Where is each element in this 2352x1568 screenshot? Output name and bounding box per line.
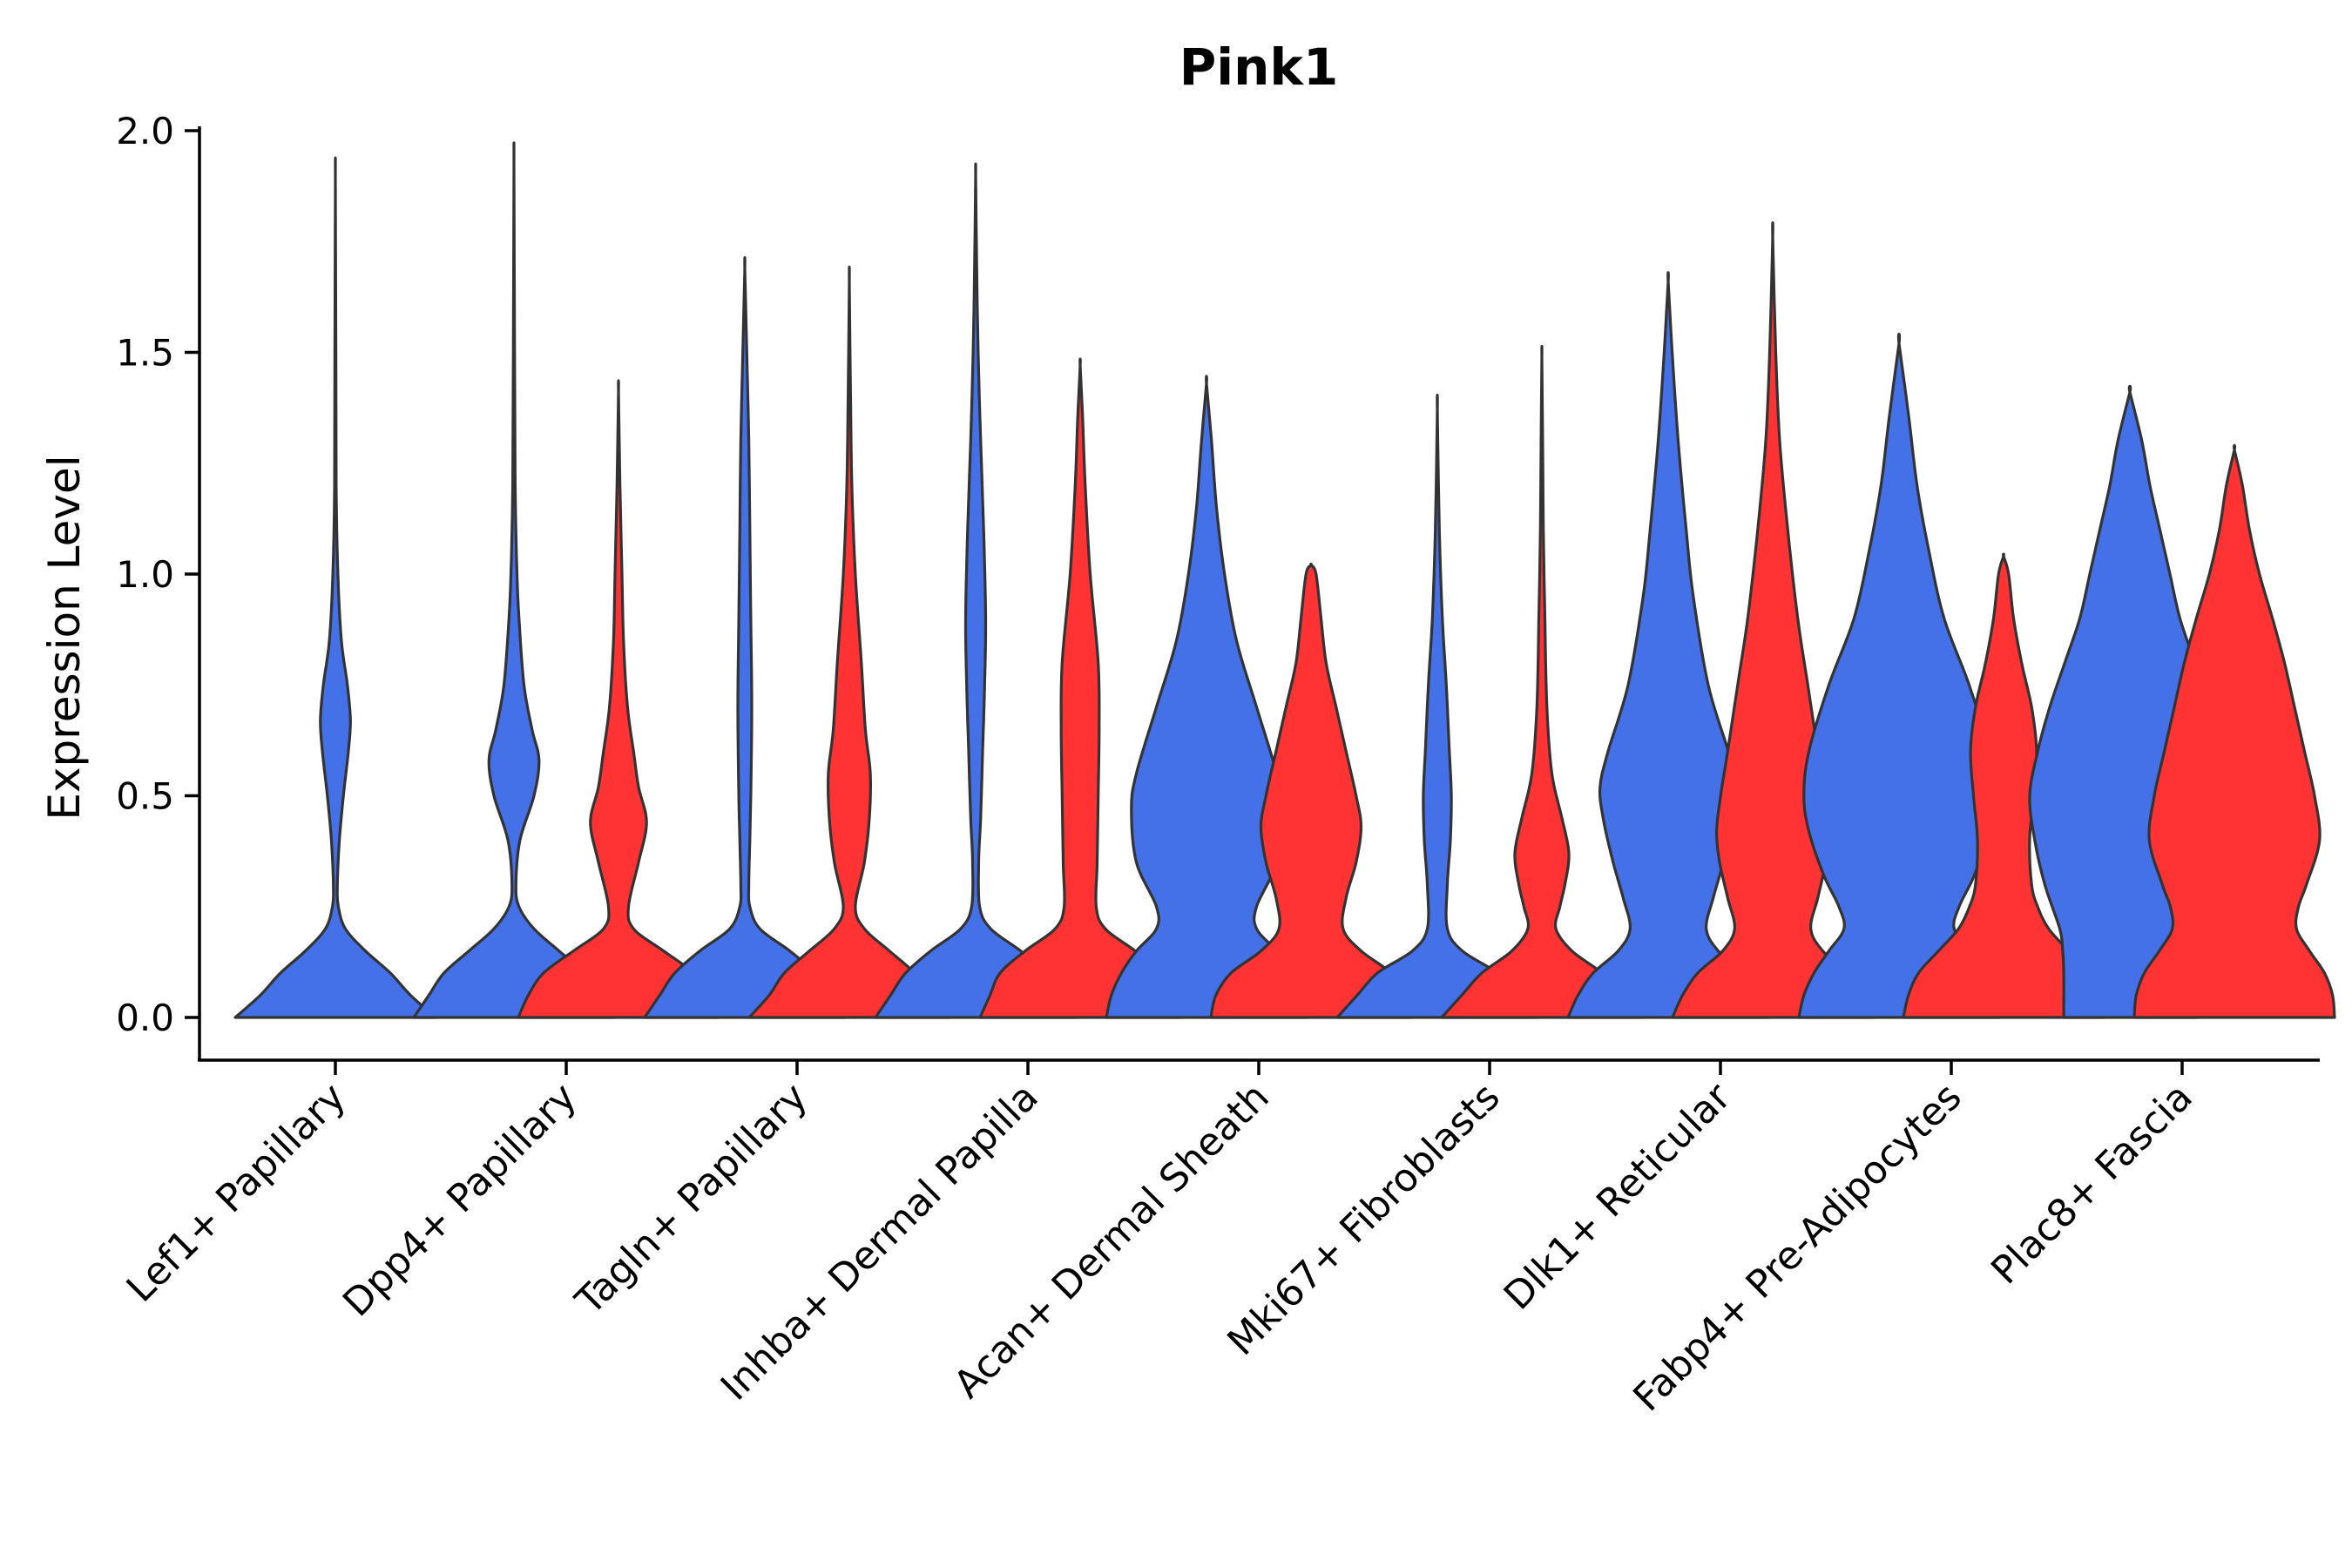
violin-fabp4-pre-adipocytes-group-1 <box>1797 332 2001 1019</box>
violin-fabp4-pre-adipocytes-group-2 <box>1902 552 2105 1019</box>
violin-inhba-dermal-papilla-group-2 <box>978 357 1182 1019</box>
violin-inhba-dermal-papilla-group-1 <box>874 162 1078 1019</box>
chart-title: Pink1 <box>1179 37 1339 97</box>
violin-mki67-fibroblasts-group-2 <box>1440 344 1644 1019</box>
violin-tagln-papillary-group-2 <box>747 265 951 1019</box>
x-tick-label-plac8-fascia: Plac8+ Fascia <box>1983 1075 2201 1294</box>
violin-lef1-papillary-group-1 <box>233 156 437 1019</box>
y-tick-label: 0.0 <box>116 997 174 1039</box>
violin-layer <box>233 141 2336 1019</box>
violin-acan-dermal-sheath-group-2 <box>1209 562 1413 1019</box>
x-tick-label-tagln-papillary: Tagln+ Papillary <box>567 1075 816 1324</box>
y-ticks: 0.0 0.5 1.0 1.5 2.0 <box>116 110 199 1039</box>
y-tick-label: 0.5 <box>116 775 174 818</box>
y-tick-label: 2.0 <box>116 110 174 152</box>
x-tick-label-lef1-papillary: Lef1+ Papillary <box>118 1075 355 1311</box>
violin-plac8-fascia-group-2 <box>2132 443 2336 1019</box>
violin-tagln-papillary-group-1 <box>643 256 847 1019</box>
x-tick-label-dlk1-reticular: Dlk1+ Reticular <box>1496 1074 1740 1319</box>
violin-mki67-fibroblasts-group-1 <box>1335 393 1539 1019</box>
y-axis-label: Expression Level <box>39 455 90 820</box>
violin-dpp4-papillary-group-2 <box>517 379 720 1019</box>
violin-dpp4-papillary-group-1 <box>412 141 616 1019</box>
y-tick-label: 1.5 <box>116 332 174 375</box>
y-tick-label: 1.0 <box>116 553 174 596</box>
x-tick-label-dpp4-papillary: Dpp4+ Papillary <box>335 1075 585 1326</box>
violin-acan-dermal-sheath-group-1 <box>1105 375 1308 1019</box>
